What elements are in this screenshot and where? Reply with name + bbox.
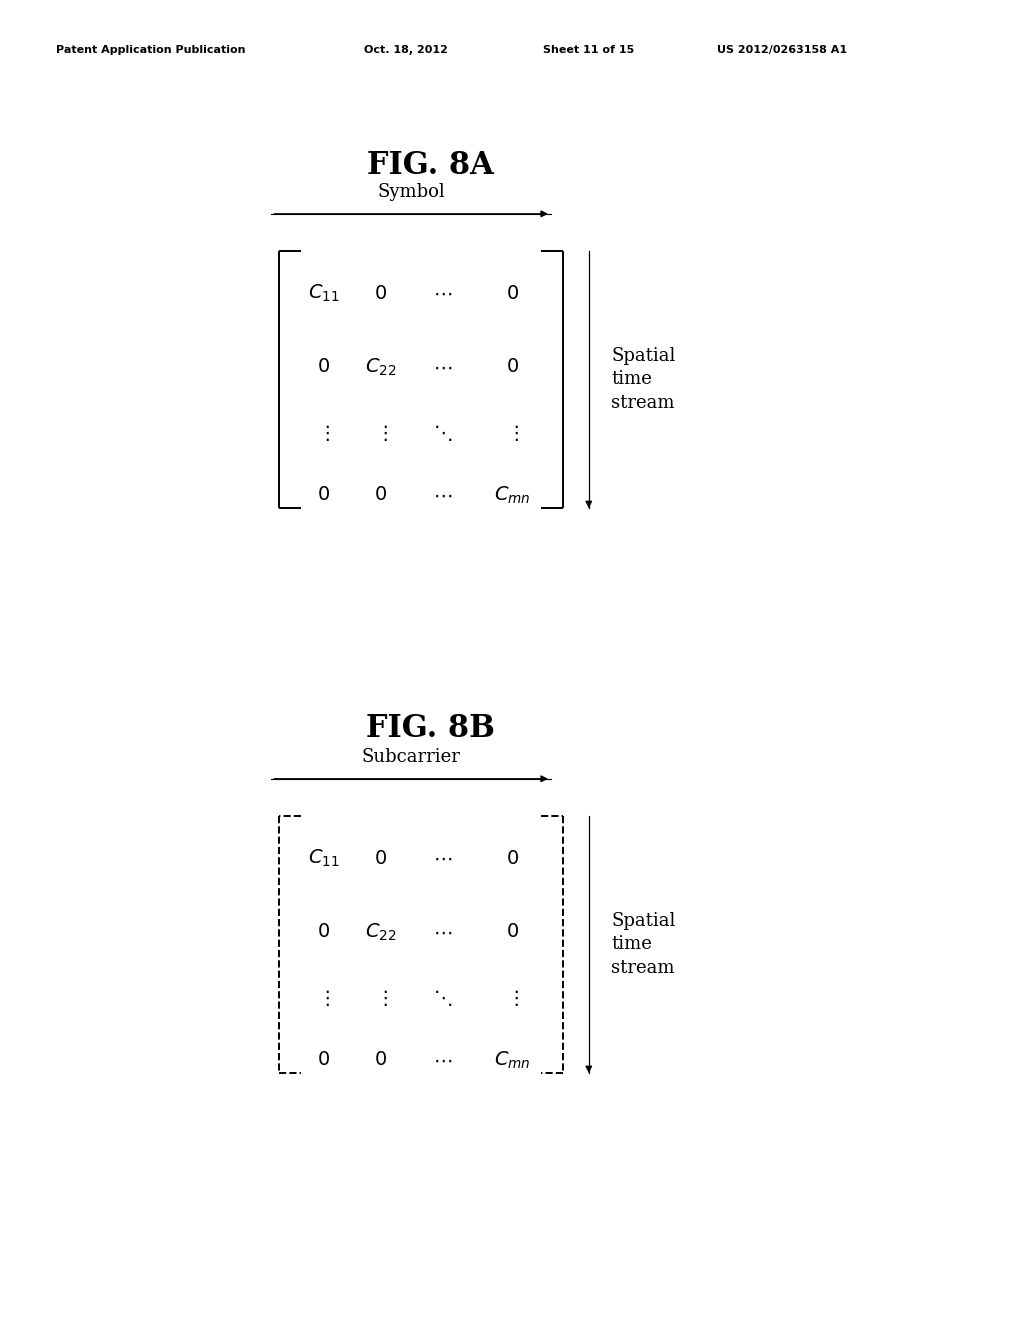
Text: $C_{22}$: $C_{22}$ [366, 921, 396, 942]
Text: Subcarrier: Subcarrier [361, 747, 461, 766]
Text: $0$: $0$ [375, 486, 387, 504]
Text: $\cdots$: $\cdots$ [433, 1051, 452, 1069]
Text: $0$: $0$ [317, 923, 330, 941]
Text: $0$: $0$ [317, 486, 330, 504]
Text: $\cdots$: $\cdots$ [433, 358, 452, 376]
Text: $0$: $0$ [506, 284, 518, 302]
Text: Spatial
time
stream: Spatial time stream [611, 912, 676, 977]
Text: $\ddots$: $\ddots$ [433, 422, 452, 444]
Text: $\vdots$: $\vdots$ [375, 422, 387, 444]
Text: $0$: $0$ [375, 849, 387, 867]
Text: $\vdots$: $\vdots$ [506, 422, 518, 444]
Text: $0$: $0$ [506, 849, 518, 867]
Text: $\vdots$: $\vdots$ [317, 987, 330, 1008]
Text: FIG. 8A: FIG. 8A [367, 149, 494, 181]
Text: $\cdots$: $\cdots$ [433, 486, 452, 504]
Text: $0$: $0$ [506, 358, 518, 376]
Text: $\cdots$: $\cdots$ [433, 923, 452, 941]
Text: $0$: $0$ [375, 284, 387, 302]
Text: Spatial
time
stream: Spatial time stream [611, 347, 676, 412]
Text: $C_{11}$: $C_{11}$ [308, 847, 339, 869]
Text: $0$: $0$ [317, 358, 330, 376]
Text: $C_{mn}$: $C_{mn}$ [494, 1049, 530, 1071]
Text: $\vdots$: $\vdots$ [506, 987, 518, 1008]
Text: Sheet 11 of 15: Sheet 11 of 15 [543, 45, 634, 55]
Text: $\vdots$: $\vdots$ [317, 422, 330, 444]
Text: $C_{11}$: $C_{11}$ [308, 282, 339, 304]
Text: $0$: $0$ [506, 923, 518, 941]
Text: $0$: $0$ [375, 1051, 387, 1069]
Text: FIG. 8B: FIG. 8B [366, 713, 495, 744]
Text: Patent Application Publication: Patent Application Publication [56, 45, 246, 55]
Text: $C_{mn}$: $C_{mn}$ [494, 484, 530, 506]
Text: $0$: $0$ [317, 1051, 330, 1069]
Text: Oct. 18, 2012: Oct. 18, 2012 [364, 45, 447, 55]
Text: $\ddots$: $\ddots$ [433, 987, 452, 1008]
Text: $\cdots$: $\cdots$ [433, 284, 452, 302]
Text: $C_{22}$: $C_{22}$ [366, 356, 396, 378]
Text: US 2012/0263158 A1: US 2012/0263158 A1 [717, 45, 847, 55]
Text: $\cdots$: $\cdots$ [433, 849, 452, 867]
Text: $\vdots$: $\vdots$ [375, 987, 387, 1008]
Text: Symbol: Symbol [377, 182, 445, 201]
